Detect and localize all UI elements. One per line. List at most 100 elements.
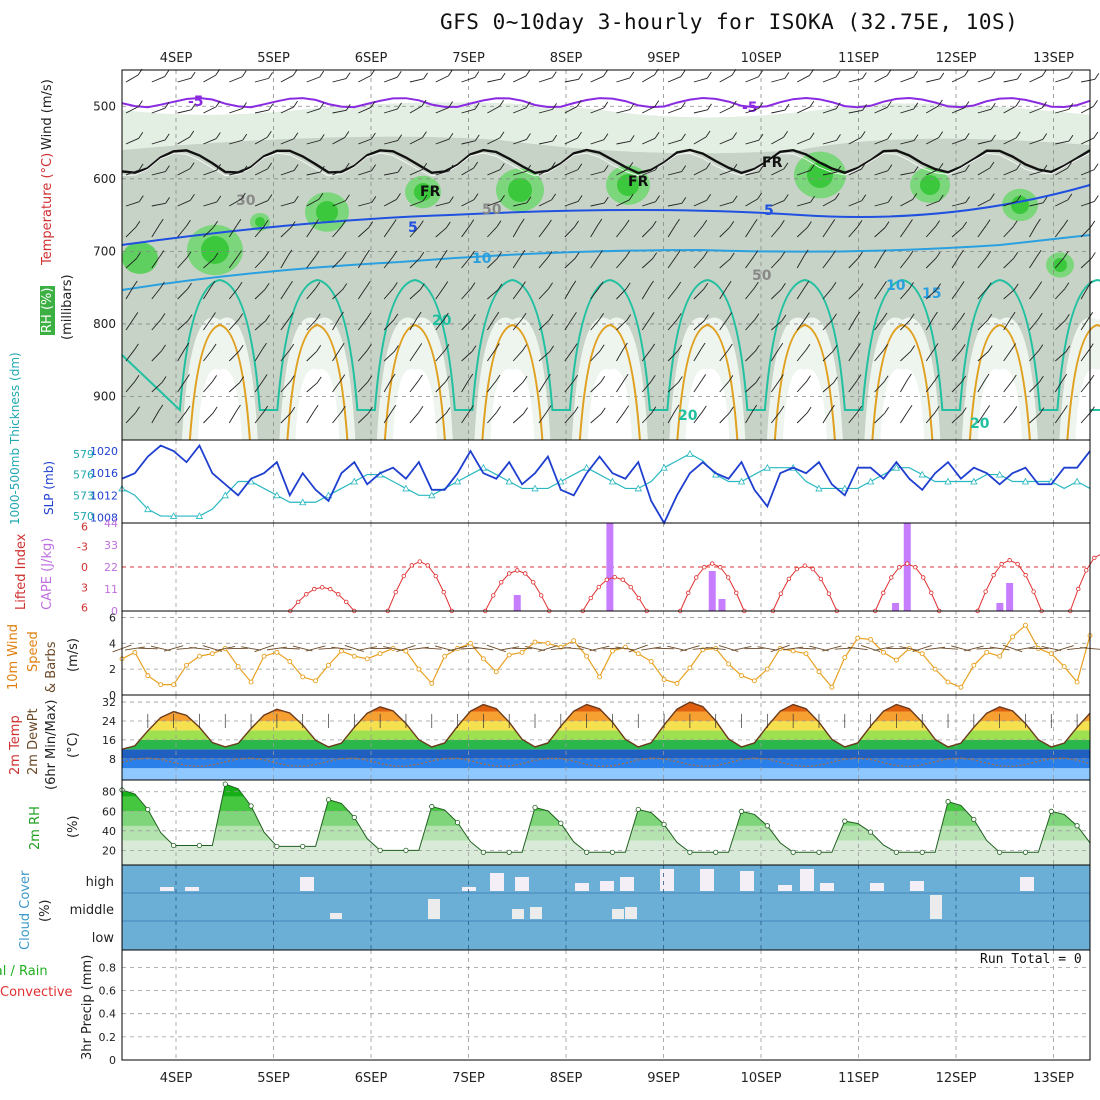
cloud-high-bar [1020,877,1034,891]
wind-barb [332,137,346,145]
rh-patch-core [316,201,338,223]
wind-barb [487,317,496,331]
wind-barb [280,75,294,83]
wind-barb [409,168,423,176]
wind-barb-flag [345,72,351,79]
wind-barb [409,349,419,362]
wind-barb-flag [397,166,403,173]
wind-barb [642,201,656,207]
label-rh2m: 2m RH [28,806,43,850]
wind-speed-marker [171,682,177,688]
wind-speed-marker [816,669,822,675]
wind-barb [383,288,394,300]
wind-barb-flag [319,70,325,78]
rh-marker [506,849,512,855]
wind-speed-marker [1023,622,1028,628]
wind-barb [874,255,883,269]
wind-barb [900,76,914,83]
wind-barb-flag [882,312,888,320]
wind-barb-flag [913,134,919,141]
rh-patch-core [1053,258,1067,272]
wind-barb [1003,105,1017,114]
rh-patch-core [617,174,639,196]
wind-barb-flag [650,343,656,351]
wind-barb [435,170,450,176]
wind-barb-flag [365,249,370,257]
wind-barb-flag [521,281,526,288]
wind-barb [1029,413,1041,424]
wind-barb [848,411,858,424]
wind-barb [280,412,292,424]
li-marker [620,577,625,582]
wind-barb-flag [629,103,635,110]
wind-barb-flag [805,343,811,351]
wind-barb-flag [834,192,840,200]
wind-barb-flag [417,374,423,382]
wind-barb [358,106,372,114]
wind-barb [512,350,523,362]
rh-marker [532,804,538,811]
wind-barb-flag [830,219,836,226]
wind-barb [512,413,524,424]
wind-barb-flag [496,406,501,413]
wind-barb-flag [390,373,396,381]
wind-barb [951,318,962,331]
wind-barb [306,139,321,145]
wind-barb [435,287,445,300]
wind-barb-flag [676,281,682,289]
li-marker [991,572,996,578]
wind-barb [822,76,837,83]
wind-barb [564,226,575,238]
wind-speed-marker [661,677,667,682]
thickness-marker [169,512,178,519]
wind-speed-marker [248,679,254,685]
wind-barb-flag [1013,283,1019,291]
wind-barb [332,109,347,114]
wind-barb-flag [552,103,557,110]
wind-barb [358,170,372,176]
wind-barb-flag [371,164,377,171]
label-thickness: 1000-500mb Thickness (dm) [8,352,22,525]
wind-barb [590,287,600,300]
wind-barb-flag [961,407,967,414]
wind-barb-flag [964,101,970,108]
surface-wind-barb [499,646,520,651]
wind-barb-flag [836,165,842,173]
wind-barb-flag [422,131,427,138]
wind-barb-flag [519,218,525,226]
wind-barb [1080,201,1095,207]
wind-barb-flag [133,312,139,319]
wind-barb [564,137,578,145]
wind-barb [590,202,605,207]
wind-barb-flag [959,281,965,288]
cloud-mid-bar [612,909,624,919]
wind-barb [900,199,913,207]
wind-barb [177,199,191,207]
wind-barb-flag [937,99,943,107]
wind-barb [177,348,186,362]
thick-tick: 579 [73,448,94,461]
wind-frame [121,610,1091,696]
surface-wind-barb [1015,646,1036,651]
wind-barb [874,75,888,83]
rh-marker [687,849,693,855]
wind-barb-flag [702,219,708,227]
wind-barb [461,108,476,114]
li-marker [393,589,398,595]
wind-barb [513,75,527,83]
wind-barb [874,138,888,145]
rh-patch-core [807,162,833,188]
wind-barb [667,76,682,83]
contour-label: 10 [886,278,906,294]
li-marker [523,571,528,576]
wind-barb [538,167,552,176]
wind-barb [874,412,885,424]
wind-barb-flag [675,250,681,257]
wind-speed-marker [997,653,1003,659]
wind-barb [228,350,240,362]
wind-barb [848,257,859,269]
wind-barb [977,351,989,362]
wind-barb [151,382,163,393]
temp-contour-5 [121,184,1091,246]
wind-barb [461,77,475,83]
